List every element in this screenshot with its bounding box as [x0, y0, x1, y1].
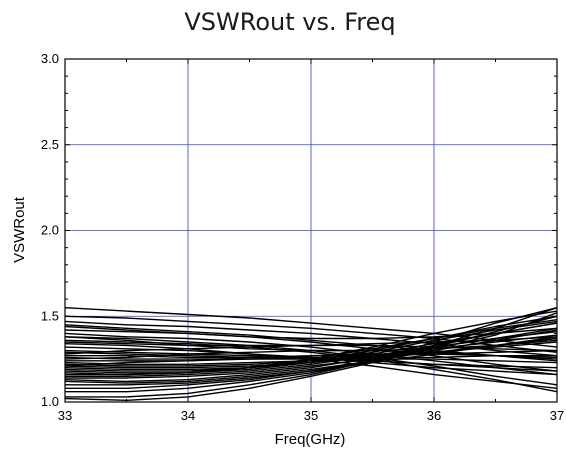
series-line	[64, 329, 558, 372]
series-line	[64, 315, 558, 372]
x-tick-label: 37	[550, 408, 564, 423]
series-line	[65, 307, 558, 398]
x-axis: 33 34 35 36 37	[58, 59, 564, 423]
y-axis-label: VSWRout	[11, 196, 28, 263]
series-line	[65, 349, 558, 362]
series-lines	[64, 307, 558, 401]
y-tick-label: 2.5	[41, 137, 59, 152]
y-axis: 1.0 1.5 2.0 2.5 3.0	[41, 51, 557, 409]
x-tick-label: 33	[58, 408, 72, 423]
y-tick-label: 2.0	[41, 223, 59, 238]
x-tick-label: 35	[304, 408, 318, 423]
series-line	[64, 344, 558, 355]
x-axis-label: Freq(GHz)	[275, 431, 346, 448]
series-line	[65, 319, 558, 376]
x-tick-label: 34	[181, 408, 195, 423]
y-tick-label: 1.0	[41, 394, 59, 409]
x-tick-label: 36	[427, 408, 441, 423]
y-tick-label: 3.0	[41, 51, 59, 66]
series-line	[64, 353, 558, 367]
chart-title: VSWRout vs. Freq	[184, 8, 395, 36]
series-line	[64, 315, 558, 401]
series-line	[65, 312, 558, 389]
grid	[65, 59, 557, 402]
series-line	[64, 325, 558, 340]
y-tick-label: 1.5	[41, 308, 59, 323]
series-line	[64, 329, 558, 384]
series-line	[64, 336, 558, 352]
